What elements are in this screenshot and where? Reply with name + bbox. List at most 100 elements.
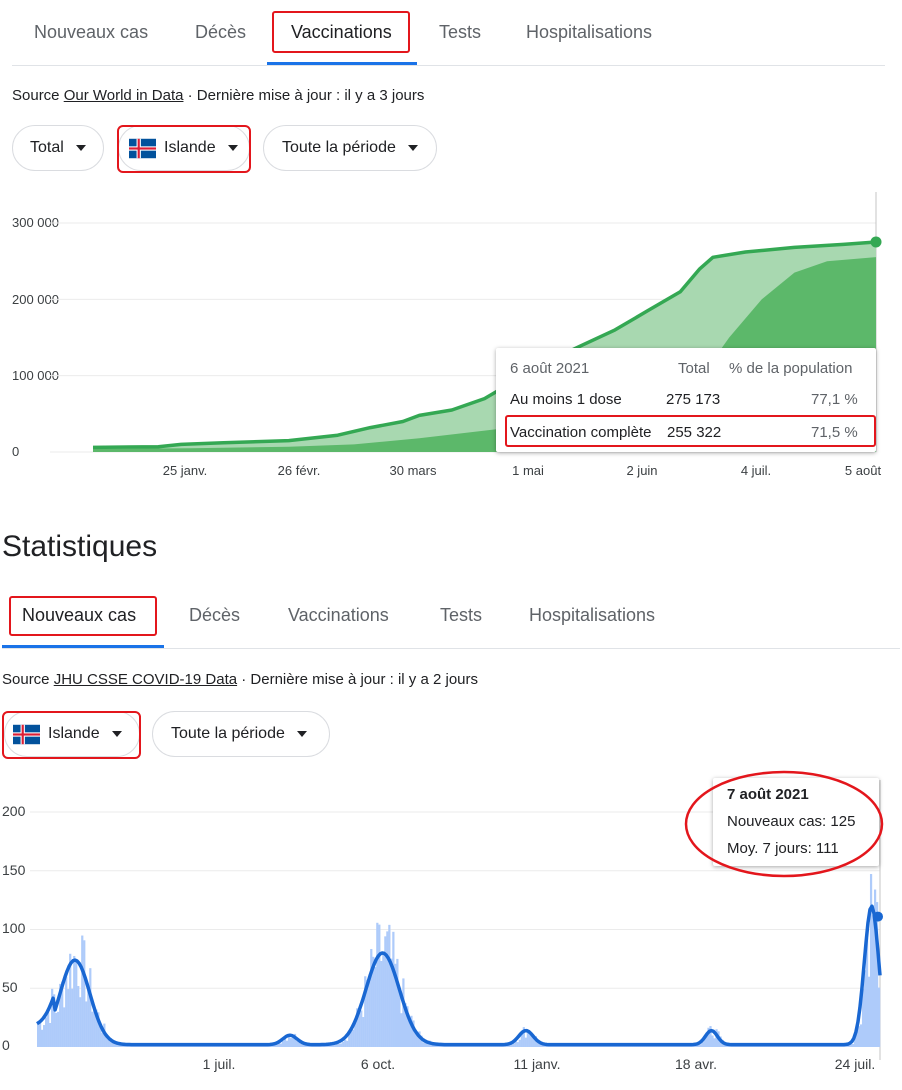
tabs-divider <box>12 65 885 66</box>
daily-cases-bar <box>697 1044 700 1047</box>
daily-cases-bar <box>342 1041 345 1047</box>
daily-cases-bar <box>875 902 879 1047</box>
daily-cases-bar <box>522 1027 525 1047</box>
daily-cases-bar <box>45 1017 48 1047</box>
x-tick-1-mai: 1 mai <box>512 463 544 478</box>
daily-cases-bar <box>81 935 84 1047</box>
daily-cases-bar <box>372 956 375 1047</box>
daily-cases-bar <box>293 1033 297 1047</box>
daily-cases-bar <box>410 1015 413 1047</box>
tab-hospitalisations[interactable]: Hospitalisations <box>526 22 653 42</box>
chevron-down-icon <box>227 145 238 151</box>
daily-cases-bar <box>77 986 80 1047</box>
tab-tests[interactable]: Tests <box>439 22 482 42</box>
daily-cases-bar <box>394 963 397 1047</box>
daily-cases-bar <box>418 1031 421 1047</box>
daily-cases-bar <box>332 1044 335 1047</box>
daily-cases-bar <box>699 1044 702 1047</box>
daily-cases-bar <box>360 1010 363 1047</box>
daily-cases-bar <box>41 1029 44 1047</box>
daily-cases-bar <box>287 1037 291 1047</box>
daily-cases-bar <box>532 1038 535 1047</box>
period-dropdown[interactable]: Toute la période <box>152 711 330 757</box>
daily-cases-bar <box>713 1038 716 1047</box>
daily-cases-bar <box>518 1039 521 1047</box>
daily-cases-bar <box>867 976 871 1047</box>
daily-cases-bar <box>65 976 68 1047</box>
country-dropdown[interactable]: Islande <box>118 125 250 171</box>
daily-cases-bar <box>512 1043 515 1047</box>
tab-deces[interactable]: Décès <box>189 605 241 625</box>
country-dropdown[interactable]: Islande <box>4 711 140 757</box>
daily-cases-bar <box>109 1038 112 1047</box>
daily-cases-bar <box>707 1027 710 1047</box>
daily-cases-bar <box>516 1042 519 1047</box>
daily-cases-bar <box>117 1043 120 1047</box>
daily-cases-bar <box>73 955 76 1047</box>
daily-cases-bar <box>526 1030 529 1047</box>
daily-cases-bar <box>303 1044 307 1047</box>
daily-cases-bar <box>384 936 387 1047</box>
daily-cases-bar <box>69 953 72 1047</box>
tab-nouveaux-cas[interactable]: Nouveaux cas <box>34 22 149 42</box>
daily-cases-bar <box>727 1045 730 1047</box>
daily-cases-bar <box>416 1033 419 1047</box>
metric-dropdown[interactable]: Total <box>12 125 104 171</box>
tooltip-row-total: 255 322 <box>667 424 722 441</box>
source-link[interactable]: JHU CSSE COVID-19 Data <box>53 671 238 688</box>
tab-deces[interactable]: Décès <box>195 22 247 42</box>
daily-cases-bar <box>715 1029 718 1047</box>
x-tick-30-mars: 30 mars <box>389 463 437 478</box>
daily-cases-bar <box>285 1040 289 1047</box>
daily-cases-bar <box>366 979 369 1047</box>
y-tick-50: 50 <box>2 979 18 995</box>
daily-cases-bar <box>291 1037 295 1047</box>
daily-cases-bar <box>382 953 385 1047</box>
daily-cases-bar <box>85 1001 88 1047</box>
daily-cases-bar <box>510 1043 513 1047</box>
daily-cases-bar <box>853 1038 857 1047</box>
daily-cases-bar <box>711 1035 714 1047</box>
daily-cases-bar <box>408 1019 411 1047</box>
daily-cases-bar <box>53 994 56 1047</box>
source-link[interactable]: Our World in Data <box>63 87 184 104</box>
daily-cases-bar <box>861 988 865 1047</box>
daily-cases-bar <box>283 1038 287 1047</box>
period-value: Toute la période <box>171 725 285 742</box>
daily-cases-bar <box>71 988 74 1047</box>
daily-cases-bar <box>376 922 379 1047</box>
daily-cases-bar <box>295 1040 299 1047</box>
daily-cases-bar <box>400 1013 403 1047</box>
tooltip-date: 7 août 2021 <box>727 786 809 803</box>
tab-nouveaux-cas[interactable]: Nouveaux cas <box>22 605 137 625</box>
daily-cases-bar <box>352 1029 355 1047</box>
daily-cases-bar <box>111 1041 114 1047</box>
tooltip-row-pct: 77,1 % <box>811 391 858 408</box>
daily-cases-bar <box>362 1017 365 1047</box>
tab-vaccinations[interactable]: Vaccinations <box>288 605 389 625</box>
daily-cases-bar <box>277 1042 281 1047</box>
daily-cases-bar <box>289 1038 293 1047</box>
country-value: Islande <box>164 139 216 156</box>
daily-cases-bar <box>849 1043 853 1047</box>
daily-cases-bar <box>279 1043 283 1047</box>
tooltip-row-label: Vaccination complète <box>510 424 652 441</box>
daily-cases-bar <box>536 1040 539 1047</box>
daily-cases-bar <box>378 924 381 1047</box>
daily-cases-bar <box>508 1044 511 1047</box>
tab-vaccinations[interactable]: Vaccinations <box>291 22 392 42</box>
source-prefix: Source <box>2 671 54 688</box>
tab-hospitalisations[interactable]: Hospitalisations <box>529 605 656 625</box>
daily-cases-bar <box>267 1045 271 1047</box>
period-dropdown[interactable]: Toute la période <box>263 125 437 171</box>
stats-tabs: Nouveaux cas Décès Vaccinations Tests Ho… <box>0 583 902 647</box>
daily-cases-bar <box>37 1023 40 1047</box>
daily-cases-bar <box>386 931 389 1047</box>
daily-cases-bar <box>47 1012 50 1047</box>
daily-cases-bar <box>398 988 401 1047</box>
tab-tests[interactable]: Tests <box>440 605 483 625</box>
daily-cases-bar <box>93 1007 96 1047</box>
daily-cases-bar <box>424 1041 427 1047</box>
y-tick-200000: 200 000 <box>12 292 59 307</box>
daily-cases-bar <box>426 1041 429 1047</box>
